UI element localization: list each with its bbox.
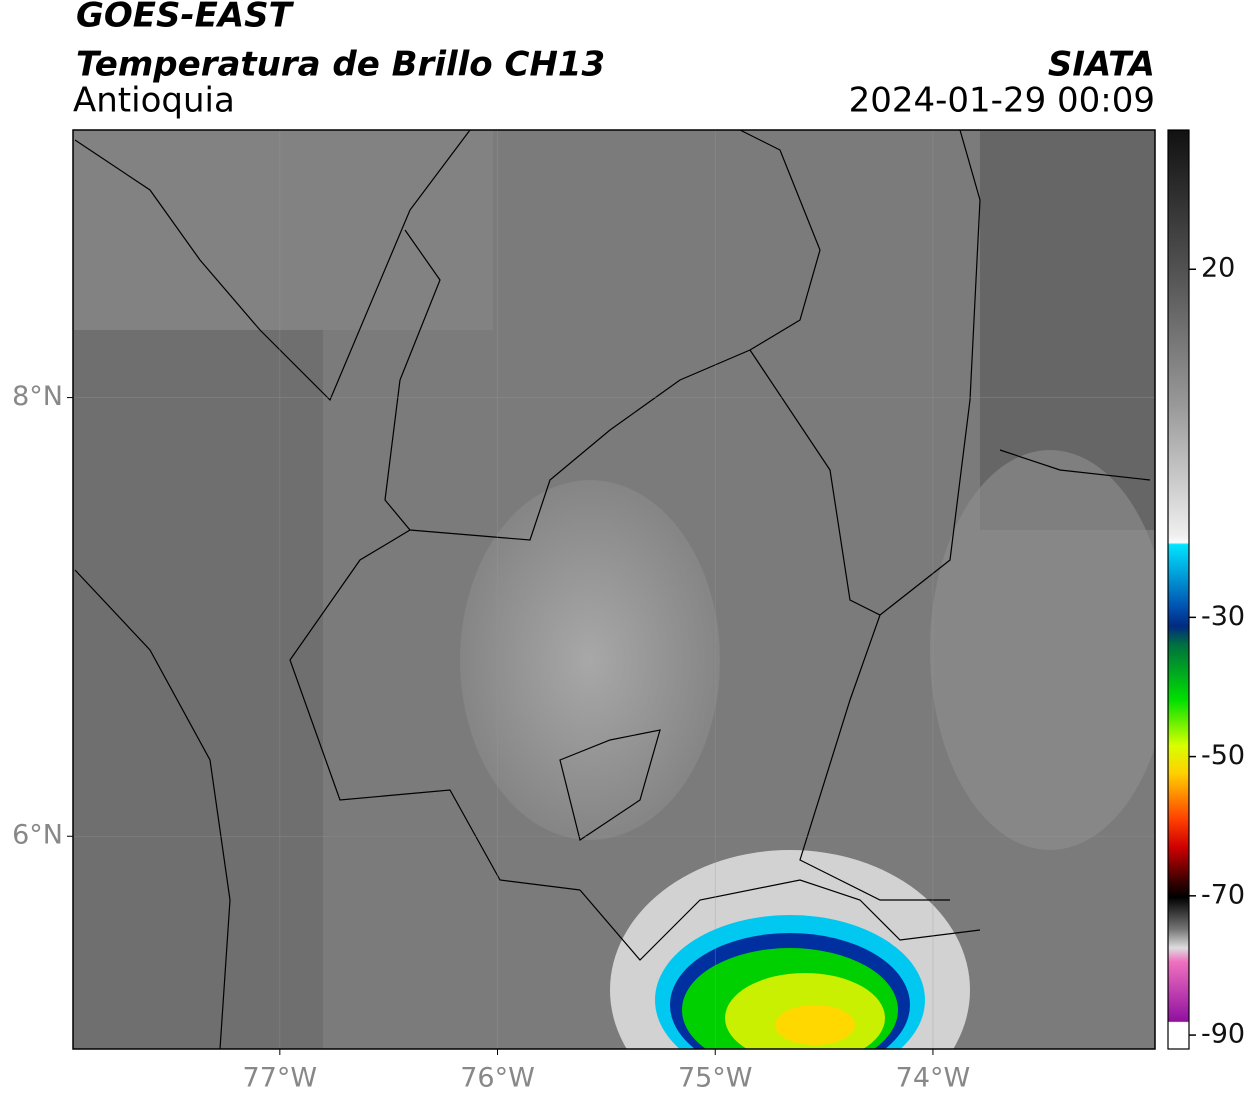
datetime: 2024-01-29 00:09 [849,81,1155,121]
y-tick-label: 8°N [12,381,63,412]
x-tick-label: 75°W [678,1063,753,1094]
colorbar-tick-label: -50 [1201,740,1245,771]
grid [73,130,1155,1049]
colorbar-tick-label: -70 [1201,879,1245,910]
colorbar-tick-label: -30 [1201,601,1245,632]
x-tick-label: 74°W [896,1063,971,1094]
map-image [73,130,1155,1049]
source: SIATA [1048,45,1155,85]
subtitle: Temperatura de Brillo CH13 [76,45,605,85]
y-tick-label: 6°N [12,820,63,851]
colorbar-tick-label: 20 [1201,253,1235,284]
x-tick-label: 77°W [243,1063,318,1094]
map-frame [72,129,1156,1050]
x-tick-label: 76°W [460,1063,535,1094]
region: Antioquia [73,81,235,121]
colorbar-tick-label: -90 [1201,1019,1245,1050]
title: GOES-EAST [76,0,295,36]
colorbar [1167,129,1190,1050]
